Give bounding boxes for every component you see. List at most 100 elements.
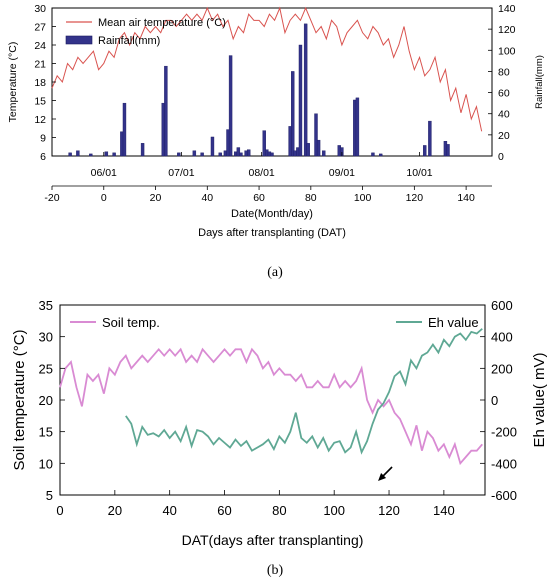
rainfall-bar [446, 144, 450, 157]
rainfall-bar [303, 23, 308, 157]
rainfall-bar [262, 130, 266, 157]
left-y-tick-label: 30 [34, 3, 46, 15]
right-y-tick-label: -600 [491, 488, 517, 503]
rainfall-bar [355, 97, 360, 157]
panel-a-label: (a) [267, 265, 283, 280]
panel-a-chart: 6 9 12 15 18 21 24 27 30 0 20 40 60 80 100 120 140 06/01 0… [7, 3, 545, 239]
rainfall-bar [210, 136, 215, 157]
date-tick-label: 08/01 [249, 167, 275, 179]
right-y-tick-label: 40 [498, 109, 510, 121]
plot-frame [59, 304, 486, 496]
right-y-tick-label: 0 [491, 393, 498, 408]
rainfall-bar [291, 71, 295, 157]
left-y-axis-title: Soil temperature (°C) [11, 329, 28, 470]
right-y-axis-title: Eh value( mV) [531, 352, 548, 447]
rainfall-bar [228, 55, 233, 157]
dat-tick-label: 120 [406, 192, 424, 204]
rainfall-bar [164, 65, 168, 157]
right-y-tick-label: 120 [498, 24, 516, 36]
rainfall-bar [140, 143, 145, 157]
rainfall-bar [379, 153, 383, 157]
left-y-tick-label: 15 [34, 96, 46, 108]
right-y-tick-label: 200 [491, 361, 513, 376]
panel-b-chart: 5 10 15 20 25 30 35 -600 -400 -200 0 200 400 600 0 20 40… [11, 298, 548, 548]
right-y-tick-label: 400 [491, 330, 513, 345]
left-y-tick-label: 5 [46, 488, 53, 503]
left-y-tick-label: 24 [34, 40, 46, 52]
left-y-tick-label: 12 [34, 114, 46, 126]
soil-temp-line [59, 347, 483, 466]
rainfall-bar [239, 152, 243, 157]
right-y-tick-label: 100 [498, 45, 516, 57]
annotation-arrow-head [378, 473, 387, 481]
right-y-tick-label: 600 [491, 298, 513, 313]
x-tick-label: 0 [56, 503, 63, 518]
x-tick-label: 20 [108, 503, 122, 518]
left-y-tick-label: 20 [39, 393, 53, 408]
dat-tick-label: -20 [44, 192, 59, 204]
rainfall-bar [314, 113, 318, 157]
x-tick-label: 60 [217, 503, 231, 518]
right-y-tick-label: 80 [498, 66, 510, 78]
left-y-tick-label: 9 [40, 133, 46, 145]
left-y-tick-label: 25 [39, 361, 53, 376]
right-y-tick-label: 0 [498, 151, 504, 163]
rainfall-bar [298, 44, 303, 157]
x-tick-label: 100 [323, 503, 345, 518]
dat-tick-label: 40 [201, 192, 213, 204]
eh-value-line [125, 328, 483, 455]
rainfall-bar [122, 102, 127, 157]
x-tick-label: 120 [378, 503, 400, 518]
rainfall-bar [200, 152, 204, 157]
rainfall-bar [218, 152, 222, 157]
date-tick-label: 09/01 [329, 167, 355, 179]
x-tick-label: 80 [272, 503, 286, 518]
dat-tick-label: 100 [354, 192, 372, 204]
rainfall-bar [104, 151, 109, 157]
rainfall-bar [247, 149, 251, 157]
date-tick-label: 07/01 [168, 167, 194, 179]
date-tick-label: 06/01 [91, 167, 117, 179]
dat-tick-label: 80 [305, 192, 317, 204]
rainfall-bar [177, 152, 181, 157]
legend-soil-label: Soil temp. [102, 315, 160, 330]
left-y-tick-label: 27 [34, 22, 46, 34]
rainfall-bar [68, 152, 72, 157]
legend-eh-label: Eh value [428, 315, 479, 330]
panel-b-label: (b) [267, 563, 284, 578]
right-y-tick-label: -400 [491, 456, 517, 471]
dat-tick-label: 140 [457, 192, 475, 204]
left-y-tick-label: 35 [39, 298, 53, 313]
right-y-tick-label: 60 [498, 88, 510, 100]
legend-rainfall-swatch [65, 35, 93, 45]
rainfall-bar [316, 139, 321, 157]
dat-tick-label: 0 [101, 192, 107, 204]
left-y-axis-title: Temperature (°C) [7, 42, 19, 123]
dat-tick-label: 20 [150, 192, 162, 204]
left-y-tick-label: 6 [40, 151, 46, 163]
right-y-tick-label: 140 [498, 3, 516, 15]
x-axis-title: DAT(days after transplanting) [182, 532, 364, 548]
rainfall-bar [306, 143, 310, 157]
rainfall-bar [423, 145, 427, 157]
x-tick-label: 140 [433, 503, 455, 518]
date-axis-title: Date(Month/day) [231, 208, 313, 220]
x-tick-label: 40 [162, 503, 176, 518]
left-y-tick-label: 18 [34, 77, 46, 89]
dat-axis-title: Days after transplanting (DAT) [198, 227, 346, 239]
rainfall-bar [192, 150, 197, 157]
date-tick-label: 10/01 [406, 167, 432, 179]
rainfall-bar [236, 147, 241, 157]
rainfall-bar [89, 153, 93, 157]
plot-frame [51, 7, 493, 157]
rainfall-bar [112, 152, 116, 157]
left-y-tick-label: 21 [34, 59, 46, 71]
left-y-tick-label: 30 [39, 330, 53, 345]
right-y-tick-label: 20 [498, 130, 510, 142]
rainfall-bar [371, 152, 375, 157]
rainfall-bar [76, 150, 80, 157]
left-y-tick-label: 10 [39, 456, 53, 471]
legend-temperature-label: Mean air temperature (°C) [98, 17, 226, 29]
temperature-line [51, 6, 483, 132]
